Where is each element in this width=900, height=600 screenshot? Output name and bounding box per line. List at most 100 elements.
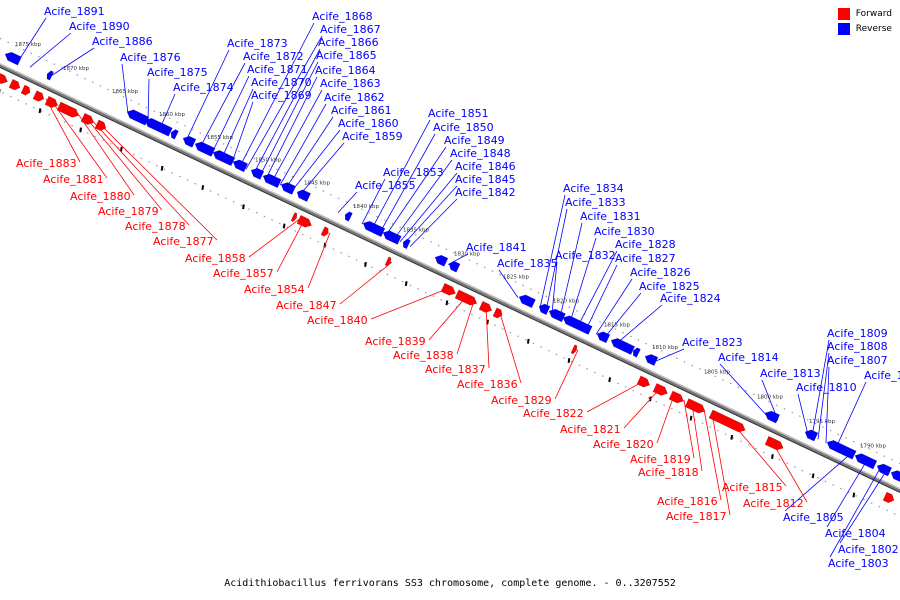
reverse-gene — [434, 254, 449, 267]
reverse-leader — [399, 172, 458, 243]
axis-dash — [282, 223, 286, 229]
reverse-leader — [826, 461, 867, 528]
reverse-leader — [784, 454, 851, 512]
forward-leader — [85, 117, 163, 211]
reverse-gene-label: Acife_1833 — [565, 196, 626, 209]
scale-track-upper — [0, 37, 900, 465]
reverse-gene-label: Acife_1861 — [331, 104, 392, 117]
forward-gene-label: Acife_1877 — [153, 235, 214, 248]
reverse-gene-label: Acife_1827 — [615, 252, 676, 265]
forward-gene — [882, 491, 895, 504]
reverse-leader — [825, 366, 830, 444]
reverse-gene-label: Acife_1835 — [497, 257, 558, 270]
forward-gene — [764, 435, 784, 451]
tick-label: 1840 kbp — [353, 204, 379, 210]
reverse-gene-label: Acife_1810 — [796, 381, 857, 394]
forward-leader — [339, 261, 393, 305]
forward-leader — [554, 349, 579, 400]
forward-gene-label: Acife_1879 — [98, 205, 159, 218]
reverse-leader — [447, 253, 469, 265]
reverse-gene-label: Acife_1869 — [251, 89, 312, 102]
forward-gene-label: Acife_1822 — [523, 407, 584, 420]
reverse-leader — [498, 269, 519, 298]
reverse-leader — [199, 62, 246, 148]
forward-gene — [570, 344, 578, 355]
forward-leader — [771, 441, 808, 503]
axis-dash — [242, 204, 245, 210]
reverse-gene — [826, 440, 857, 460]
reverse-gene-label: Acife_1803 — [828, 557, 889, 570]
forward-gene-label: Acife_1880 — [70, 190, 131, 203]
forward-gene — [684, 398, 706, 414]
tick-label: 1800 kbp — [757, 395, 783, 401]
reverse-leader — [797, 393, 809, 435]
reverse-gene — [890, 470, 900, 482]
tick-label: 1790 kbp — [860, 443, 886, 449]
axis-dash — [567, 358, 571, 363]
tick-label: 1795 kbp — [809, 419, 835, 425]
reverse-leader — [185, 49, 230, 142]
reverse-gene — [402, 238, 411, 250]
axis-dash — [38, 108, 42, 114]
forward-gene-label: Acife_1819 — [630, 453, 691, 466]
reverse-gene-label: Acife_1823 — [682, 336, 743, 349]
axis-dash — [852, 492, 856, 498]
reverse-leader — [585, 264, 618, 330]
forward-leader — [456, 300, 475, 355]
forward-leader — [428, 296, 467, 341]
tick-label: 1860 kbp — [159, 112, 185, 118]
reverse-gene — [212, 150, 236, 167]
reverse-gene-label: Acife_1874 — [173, 81, 234, 94]
reverse-gene-label: Acife_1809 — [827, 327, 888, 340]
tick-label: 1855 kbp — [207, 135, 233, 141]
forward-gene — [56, 101, 80, 118]
reverse-gene-label: Acife_1825 — [639, 280, 700, 293]
reverse-leader — [239, 22, 315, 167]
reverse-gene-label: Acife_1841 — [466, 241, 527, 254]
reverse-gene-label: Acife_1832 — [555, 249, 616, 262]
tick-label: 1845 kbp — [304, 181, 330, 187]
axis-dash — [79, 127, 83, 133]
reverse-gene — [4, 51, 22, 66]
reverse-leader — [221, 88, 254, 158]
reverse-leader — [761, 379, 779, 421]
reverse-gene — [280, 182, 297, 195]
reverse-gene-label: Acife_1875 — [147, 66, 208, 79]
reverse-gene-label: Acife_1876 — [120, 51, 181, 64]
reverse-gene-label: Acife_1842 — [455, 186, 516, 199]
forward-leader — [683, 399, 695, 459]
forward-leader — [99, 123, 218, 241]
reverse-gene — [144, 118, 173, 137]
forward-gene-label: Acife_1818 — [638, 466, 699, 479]
reverse-gene-label: Acife_1866 — [318, 36, 379, 49]
forward-gene-label: Acife_1854 — [244, 283, 305, 296]
axis-dash — [689, 415, 693, 421]
forward-gene-label: Acife_1815 — [722, 481, 783, 494]
reverse-gene-label: Acife_1828 — [615, 238, 676, 251]
tick-label: 1805 kbp — [704, 370, 730, 376]
reverse-leader — [337, 191, 358, 213]
tick-label: 1815 kbp — [604, 322, 630, 328]
axis-dash — [811, 473, 815, 479]
reverse-leader — [839, 471, 887, 544]
reverse-leader — [299, 142, 345, 195]
reverse-leader — [569, 237, 597, 323]
forward-gene-label: Acife_1817 — [666, 510, 727, 523]
axis-dash — [445, 300, 449, 306]
reverse-gene — [632, 347, 641, 358]
reverse-gene-label: Acife_1863 — [320, 77, 381, 90]
reverse-gene-label: Acife_1849 — [444, 134, 505, 147]
forward-leader — [276, 220, 305, 273]
forward-leader — [691, 403, 703, 472]
reverse-gene-label: Acife_1865 — [316, 49, 377, 62]
forward-leader — [77, 113, 135, 196]
forward-gene — [708, 409, 746, 433]
legend-reverse: Reverse — [837, 23, 892, 35]
reverse-gene — [126, 109, 150, 126]
reverse-gene — [304, 192, 312, 202]
reverse-gene-label: Acife_1891 — [44, 5, 105, 18]
reverse-leader — [551, 261, 558, 314]
forward-leader — [703, 409, 722, 501]
axis-dash — [730, 434, 734, 440]
tick-label: 1850 kbp — [255, 158, 281, 164]
